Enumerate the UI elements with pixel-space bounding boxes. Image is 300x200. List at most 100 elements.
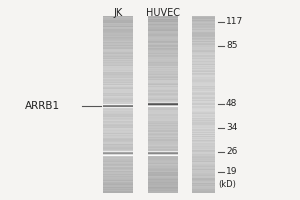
Bar [103, 44, 133, 46]
Bar [148, 117, 178, 118]
Bar [103, 107, 133, 108]
Bar [103, 152, 133, 154]
Bar [148, 18, 178, 20]
Bar [103, 106, 133, 107]
Bar [103, 177, 133, 178]
Bar [192, 41, 215, 43]
Bar [148, 145, 178, 146]
Bar [103, 86, 133, 88]
Bar [103, 31, 133, 32]
Bar [192, 72, 215, 73]
Bar [103, 149, 133, 150]
Bar [192, 84, 215, 86]
Bar [103, 62, 133, 64]
Bar [148, 31, 178, 32]
Bar [103, 129, 133, 130]
Bar [103, 74, 133, 75]
Bar [148, 102, 178, 104]
Bar [192, 113, 215, 114]
Bar [192, 52, 215, 53]
Bar [148, 25, 178, 26]
Bar [103, 104, 133, 105]
Bar [103, 51, 133, 52]
Bar [103, 21, 133, 22]
Bar [148, 115, 178, 116]
Bar [148, 155, 178, 156]
Bar [192, 70, 215, 72]
Bar [103, 83, 133, 84]
Bar [192, 110, 215, 112]
Bar [148, 129, 178, 130]
Bar [103, 154, 133, 156]
Bar [148, 27, 178, 28]
Bar [103, 24, 133, 25]
Bar [148, 175, 178, 176]
Bar [103, 183, 133, 184]
Bar [192, 169, 215, 170]
Bar [148, 173, 178, 174]
Bar [192, 136, 215, 138]
Bar [103, 190, 133, 192]
Bar [103, 87, 133, 88]
Bar [148, 81, 178, 82]
Bar [103, 110, 133, 112]
Bar [103, 165, 133, 166]
Bar [148, 64, 178, 66]
Bar [103, 82, 133, 84]
Bar [103, 77, 133, 78]
Bar [148, 151, 178, 152]
Bar [103, 99, 133, 100]
Bar [103, 81, 133, 82]
Bar [103, 79, 133, 80]
Bar [192, 23, 215, 24]
Bar [103, 169, 133, 170]
Bar [192, 156, 215, 158]
Bar [148, 79, 178, 80]
Bar [148, 166, 178, 168]
Bar [192, 186, 215, 188]
Bar [103, 32, 133, 33]
Bar [148, 68, 178, 70]
Bar [148, 63, 178, 64]
Bar [103, 64, 133, 66]
Bar [192, 27, 215, 28]
Bar [103, 66, 133, 68]
Bar [148, 89, 178, 90]
Bar [103, 36, 133, 38]
Bar [148, 95, 178, 97]
Bar [148, 38, 178, 40]
Bar [192, 131, 215, 132]
Bar [103, 101, 133, 102]
Bar [103, 147, 133, 148]
Bar [148, 77, 178, 78]
Bar [103, 104, 133, 106]
Bar [192, 85, 215, 86]
Bar [192, 141, 215, 142]
Bar [192, 168, 215, 170]
Bar [192, 61, 215, 62]
Bar [103, 16, 133, 18]
Bar [148, 140, 178, 142]
Bar [148, 70, 178, 72]
Bar [103, 27, 133, 28]
Bar [192, 54, 215, 55]
Bar [148, 163, 178, 164]
Bar [148, 100, 178, 102]
Bar [103, 34, 133, 36]
Bar [192, 24, 215, 25]
Bar [103, 39, 133, 40]
Bar [148, 28, 178, 29]
Bar [103, 105, 133, 106]
Bar [148, 20, 178, 21]
Text: HUVEC: HUVEC [146, 8, 180, 18]
Bar [103, 146, 133, 148]
Bar [192, 92, 215, 94]
Bar [103, 103, 133, 104]
Bar [103, 92, 133, 94]
Bar [148, 154, 178, 155]
Bar [148, 26, 178, 27]
Bar [148, 41, 178, 43]
Bar [103, 158, 133, 160]
Bar [103, 151, 133, 152]
Bar [103, 40, 133, 42]
